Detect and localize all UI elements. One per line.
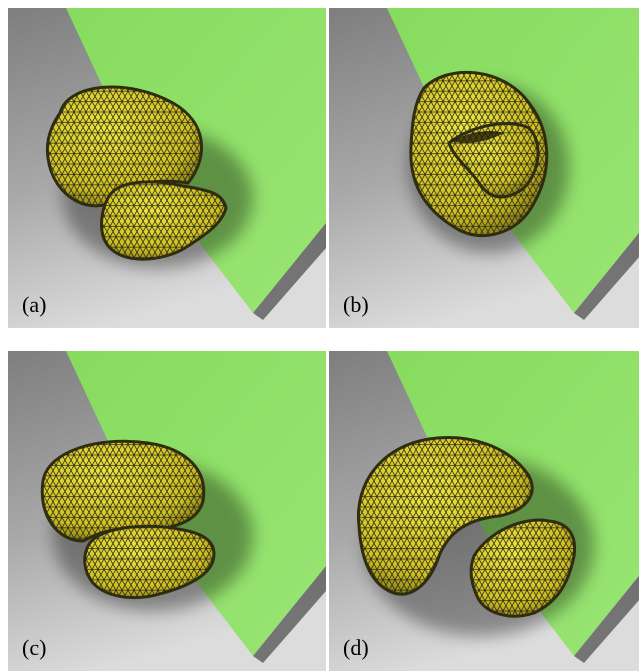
panel-label-b: (b)	[343, 292, 369, 317]
mesh-blob-c	[40, 439, 216, 600]
panel-a: (a)	[8, 8, 326, 328]
render-a	[8, 8, 326, 328]
mesh-blob-d	[356, 436, 577, 618]
render-b	[329, 8, 639, 328]
panel-b: (b)	[329, 8, 639, 328]
render-c	[8, 351, 326, 671]
mesh-blob-b	[409, 70, 549, 238]
mesh-blob-a	[45, 85, 228, 261]
panel-label-c: (c)	[22, 635, 47, 660]
panel-c: (c)	[8, 351, 326, 671]
panel-label-d: (d)	[343, 635, 369, 660]
panel-label-a: (a)	[22, 292, 47, 317]
panel-d: (d)	[329, 351, 639, 671]
render-d	[329, 351, 639, 671]
